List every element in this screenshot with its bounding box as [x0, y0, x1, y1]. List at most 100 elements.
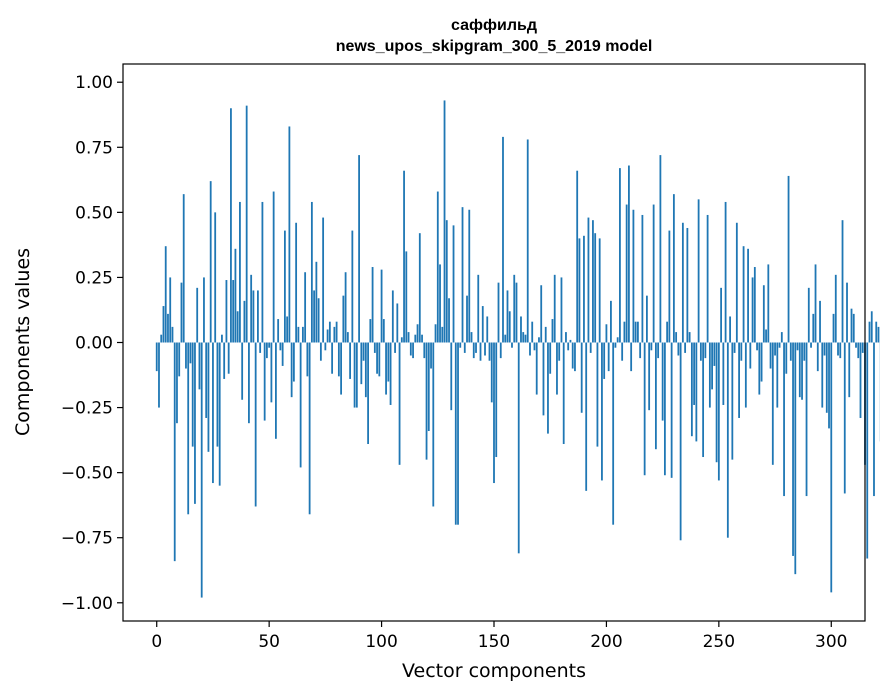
bar-283 — [792, 342, 794, 556]
bar-184 — [569, 339, 572, 343]
bar-176 — [551, 319, 554, 343]
bar-82 — [340, 342, 342, 395]
bar-166 — [529, 342, 531, 356]
bar-190 — [583, 235, 585, 343]
bar-128 — [443, 100, 446, 343]
bar-146 — [484, 342, 486, 356]
bar-148 — [488, 342, 491, 361]
bar-144 — [479, 342, 482, 361]
y-tick-label: −0.25 — [61, 399, 113, 419]
y-axis-label: Components values — [12, 248, 34, 436]
bar-123 — [432, 342, 435, 507]
bar-237 — [688, 332, 691, 343]
bar-232 — [677, 342, 680, 356]
bar-229 — [670, 342, 673, 478]
bar-295 — [819, 300, 821, 343]
bar-58 — [286, 316, 289, 343]
bar-225 — [661, 342, 664, 421]
bar-93 — [364, 342, 367, 398]
bar-137 — [463, 342, 466, 353]
y-tick-label: 0.75 — [75, 138, 113, 158]
bar-317 — [868, 321, 871, 343]
bar-188 — [578, 238, 581, 343]
bar-243 — [702, 342, 705, 458]
bar-182 — [565, 332, 567, 343]
y-tick-label: 0.50 — [75, 203, 113, 223]
bar-139 — [468, 209, 471, 343]
bar-271 — [765, 329, 767, 343]
bar-56 — [281, 342, 284, 366]
bar-168 — [533, 342, 536, 351]
bar-276 — [776, 342, 779, 408]
bar-284 — [794, 342, 797, 575]
bar-202 — [610, 300, 612, 343]
bar-101 — [382, 319, 385, 343]
bar-83 — [342, 295, 345, 343]
bar-196 — [596, 342, 599, 447]
bar-13 — [185, 342, 187, 369]
bar-273 — [769, 342, 772, 369]
bar-22 — [205, 342, 208, 418]
bar-10 — [178, 342, 181, 377]
y-tick-label: 1.00 — [75, 73, 113, 93]
bar-210 — [628, 165, 630, 343]
bar-287 — [801, 342, 803, 400]
bar-306 — [843, 342, 846, 494]
bar-282 — [789, 342, 792, 361]
bar-78 — [331, 342, 334, 374]
bar-274 — [771, 342, 774, 465]
bar-106 — [394, 342, 396, 353]
bar-242 — [699, 342, 702, 361]
bar-68 — [308, 342, 311, 515]
bar-266 — [753, 267, 756, 343]
bar-63 — [297, 326, 300, 343]
bar-280 — [785, 342, 788, 374]
bar-118 — [421, 334, 423, 343]
bar-62 — [295, 222, 298, 343]
y-tick-label: 0.00 — [75, 334, 113, 354]
bar-105 — [391, 290, 394, 343]
bar-228 — [668, 230, 671, 343]
bar-111 — [405, 251, 408, 343]
bar-154 — [502, 136, 504, 343]
bar-236 — [686, 227, 689, 343]
bar-3 — [162, 306, 165, 343]
bar-180 — [560, 277, 563, 343]
bar-117 — [418, 233, 421, 343]
x-axis-label: Vector components — [402, 660, 586, 682]
bar-238 — [690, 342, 693, 437]
x-axis-ticks: 0 50 100 150 200 250 300 — [151, 621, 847, 652]
bar-112 — [407, 332, 410, 343]
bar-167 — [531, 321, 534, 343]
bar-218 — [646, 295, 648, 343]
bar-71 — [315, 261, 318, 343]
bar-55 — [279, 342, 282, 351]
bar-35 — [234, 248, 237, 343]
bar-150 — [493, 342, 495, 484]
bar-227 — [666, 321, 669, 343]
bar-253 — [724, 201, 727, 343]
y-tick-label: 0.25 — [75, 268, 113, 288]
bar-143 — [477, 274, 480, 343]
bar-307 — [846, 282, 848, 343]
bar-25 — [212, 342, 214, 484]
bar-8 — [173, 342, 176, 562]
bar-221 — [652, 204, 655, 343]
bar-246 — [708, 342, 711, 408]
bar-174 — [547, 342, 549, 434]
bar-65 — [301, 326, 304, 343]
bar-289 — [805, 342, 808, 497]
bar-124 — [434, 324, 437, 343]
bar-252 — [722, 342, 725, 405]
bar-147 — [486, 316, 489, 343]
bar-95 — [369, 319, 372, 343]
bar-79 — [333, 326, 336, 343]
bar-125 — [436, 191, 439, 343]
bar-254 — [726, 342, 729, 538]
bar-178 — [556, 342, 558, 395]
bar-233 — [679, 342, 682, 541]
bar-285 — [796, 342, 799, 351]
bar-172 — [542, 342, 545, 416]
bar-302 — [834, 274, 837, 343]
